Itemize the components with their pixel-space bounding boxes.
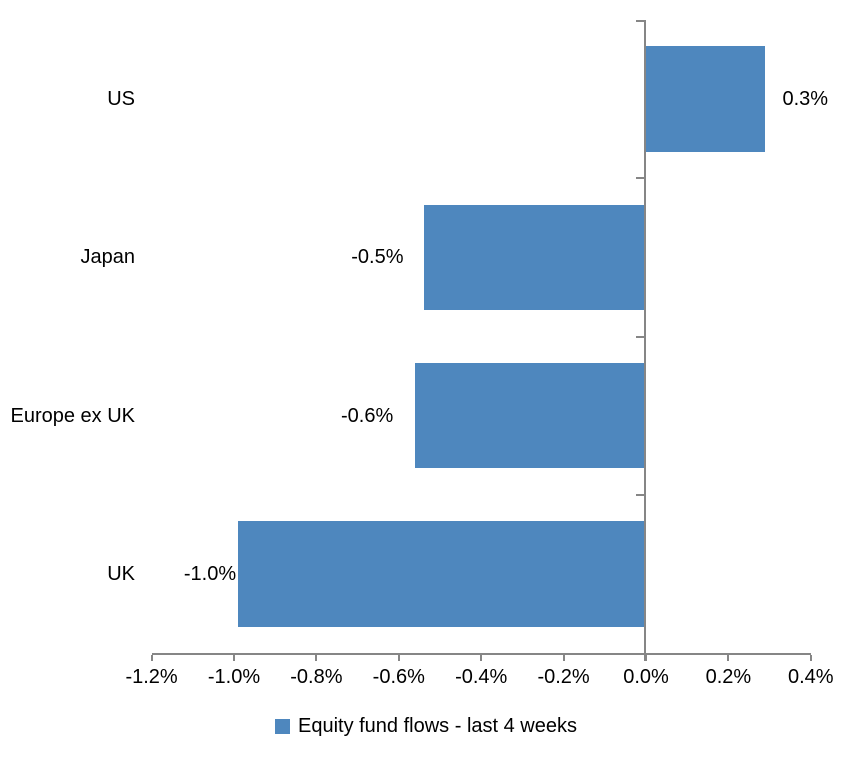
bar-japan	[423, 204, 646, 311]
category-label: Japan	[80, 246, 136, 269]
x-tick	[809, 655, 812, 661]
x-tick	[480, 655, 483, 661]
legend-swatch-icon	[274, 718, 290, 734]
x-tick-label: 0.0%	[623, 666, 669, 688]
category-tick	[636, 335, 644, 338]
data-label: -0.6%	[341, 404, 394, 427]
bar-uk	[238, 521, 646, 627]
data-label: 0.3%	[782, 88, 829, 111]
bar-us	[646, 46, 766, 152]
legend: Equity fund flows - last 4 weeks	[0, 711, 852, 741]
x-tick-label: -0.4%	[455, 666, 508, 688]
x-tick	[150, 655, 153, 661]
x-tick-label: -0.6%	[372, 666, 425, 688]
category-tick	[636, 493, 644, 496]
x-tick-label: -1.2%	[125, 666, 178, 688]
category-label: US	[107, 88, 135, 111]
x-tick	[645, 655, 647, 661]
x-tick-label: 0.2%	[705, 666, 752, 688]
legend-label: Equity fund flows - last 4 weeks	[297, 714, 577, 737]
x-tick	[315, 655, 318, 661]
category-tick	[636, 20, 644, 22]
x-tick-label: -1.0%	[207, 666, 261, 688]
x-tick	[727, 655, 730, 661]
x-tick	[233, 655, 235, 661]
category-label: Europe ex UK	[10, 404, 135, 427]
x-tick	[562, 655, 565, 661]
bar-europe-ex-uk	[415, 362, 646, 469]
category-label: UK	[107, 562, 135, 585]
x-tick-label: -0.2%	[537, 666, 590, 688]
x-tick-label: 0.4%	[788, 666, 834, 688]
data-label: -1.0%	[183, 562, 237, 585]
x-axis-line	[151, 653, 811, 655]
category-tick	[636, 177, 644, 180]
data-label: -0.5%	[351, 246, 404, 269]
y-axis-line	[644, 20, 646, 661]
x-tick-label: -0.8%	[290, 666, 343, 688]
x-tick	[397, 655, 400, 661]
